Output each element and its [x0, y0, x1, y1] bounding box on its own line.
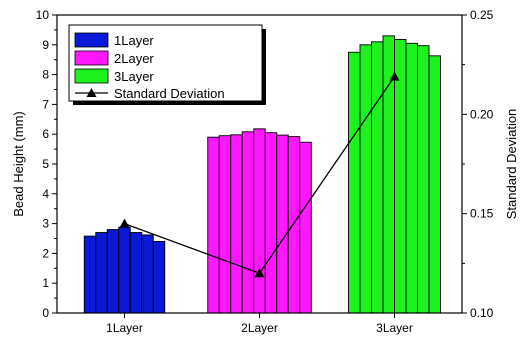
bar-2layer-4	[241, 131, 255, 314]
y-tick-label-4: 4	[42, 187, 49, 201]
y-tick-label-8: 8	[42, 68, 49, 82]
bar-3layer-2	[359, 44, 372, 314]
y-tick-label-7: 7	[42, 97, 49, 111]
bar-1layer-2	[95, 232, 108, 314]
bar-2layer-9	[299, 141, 312, 314]
y2-tick-label-0.20: 0.20	[470, 107, 494, 121]
bar-3layer-6	[405, 42, 418, 314]
y2-axis-title: Standard Deviation	[504, 109, 519, 220]
x-tick-label-3Layer: 3Layer	[376, 321, 413, 335]
legend-label-1layer: 1Layer	[114, 33, 154, 48]
std-dev-marker-2	[254, 268, 265, 278]
legend: 1Layer 2Layer 3Layer Standard Deviation	[68, 24, 266, 105]
bar-3layer-1	[348, 51, 361, 314]
y-tick-label-0: 0	[42, 306, 49, 320]
bar-2layer-8	[287, 136, 301, 314]
y-tick-label-6: 6	[42, 127, 49, 141]
bar-3layer-8	[428, 55, 441, 314]
left-axis: 0 1 2 3 4 5 6 7 8 9 10	[36, 8, 57, 320]
x-axis: 1Layer 2Layer 3Layer	[106, 313, 413, 335]
std-dev-line-group	[119, 71, 400, 278]
y2-tick-label-0.25: 0.25	[470, 8, 494, 22]
bar-1layer-6	[141, 234, 154, 314]
legend-marker-std-dev	[86, 88, 97, 97]
y-tick-label-1: 1	[42, 276, 49, 290]
y-tick-label-5: 5	[42, 157, 49, 171]
y-tick-label-9: 9	[42, 38, 49, 52]
legend-label-2layer: 2Layer	[114, 51, 154, 66]
bar-2layer-1	[207, 136, 220, 314]
bar-2layer-2	[218, 135, 232, 314]
bar-1layer-3	[106, 229, 120, 314]
x-tick-label-1Layer: 1Layer	[106, 321, 143, 335]
x-tick-label-2Layer: 2Layer	[241, 321, 278, 335]
bar-2layer-7	[276, 134, 289, 314]
bar-2layer-6	[264, 132, 278, 314]
std-dev-marker-1	[119, 218, 130, 228]
bar-1layer-5	[129, 232, 143, 314]
bars-group	[83, 35, 441, 314]
legend-label-3layer: 3Layer	[114, 69, 154, 84]
legend-label-std-dev: Standard Deviation	[114, 86, 225, 101]
legend-swatch-2layer	[74, 50, 109, 66]
legend-swatch-1layer	[74, 32, 109, 48]
bar-2layer-3	[230, 134, 243, 314]
y-axis-title: Bead Height (mm)	[11, 111, 26, 216]
std-dev-marker-3	[389, 71, 400, 81]
bar-2layer-5	[253, 128, 266, 314]
y-tick-label-10: 10	[36, 8, 50, 22]
bar-1layer-4	[118, 226, 131, 314]
bar-1layer-1	[83, 235, 97, 314]
y2-tick-label-0.15: 0.15	[470, 207, 494, 221]
bar-3layer-3	[371, 41, 384, 314]
y2-tick-label-0.10: 0.10	[470, 306, 494, 320]
right-axis: 0.10 0.15 0.20 0.25	[462, 8, 494, 320]
bar-1layer-7	[152, 241, 166, 314]
bar-3layer-7	[417, 45, 430, 314]
y-tick-label-3: 3	[42, 217, 49, 231]
y-tick-label-2: 2	[42, 246, 49, 260]
legend-swatch-3layer	[74, 68, 109, 84]
